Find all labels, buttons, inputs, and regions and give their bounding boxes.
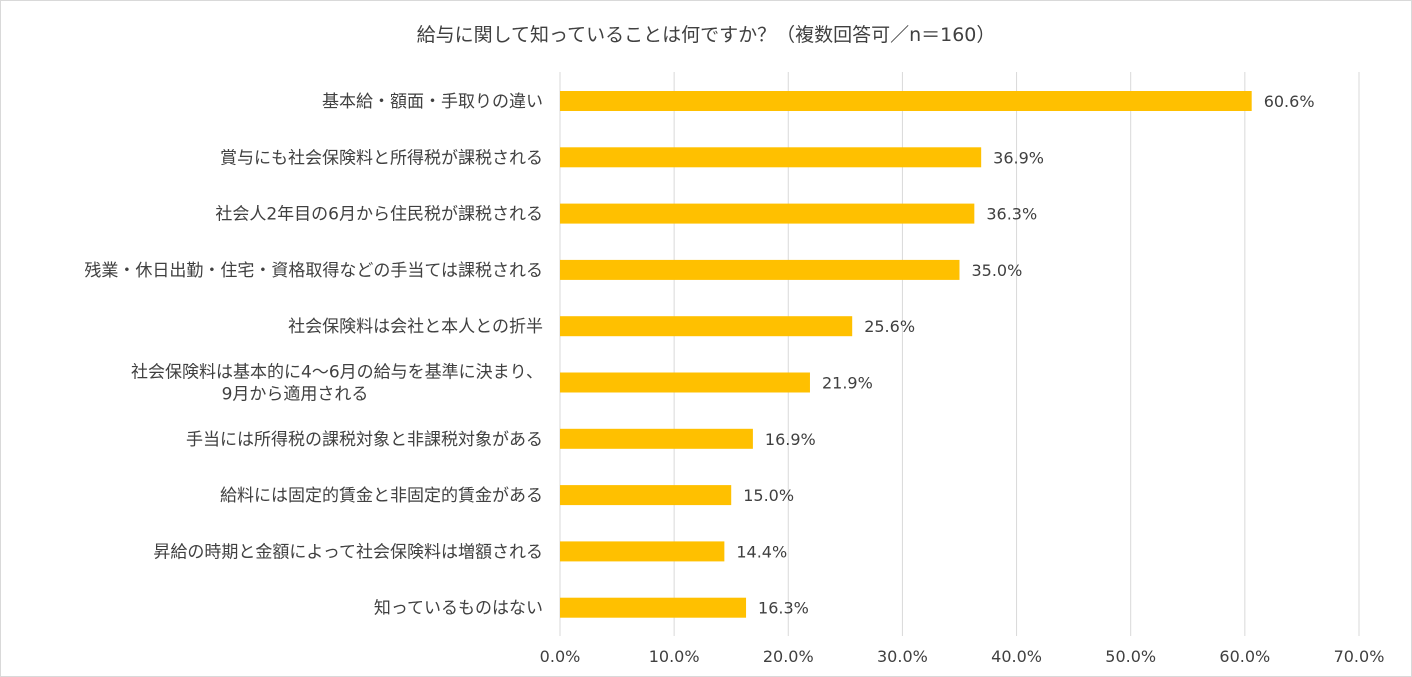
bar — [560, 372, 810, 393]
category-label: 社会保険料は会社と本人との折半 — [288, 317, 543, 337]
category-label: 基本給・額面・手取りの違い — [322, 92, 543, 112]
category-label: 社会人2年目の6月から住民税が課税される — [215, 205, 543, 225]
category-label: 知っているものはない — [374, 599, 543, 619]
x-tick-label: 40.0% — [991, 647, 1042, 666]
chart-title: 給与に関して知っていることは何ですか？（複数回答可／n＝160） — [416, 24, 996, 46]
category-label: 給料には固定的賃金と非固定的賃金がある — [220, 486, 543, 506]
bar — [560, 597, 747, 618]
x-tick-label: 20.0% — [763, 647, 814, 666]
bar — [560, 91, 1252, 111]
data-label: 21.9% — [822, 374, 873, 393]
bar — [560, 203, 975, 224]
x-tick-label: 30.0% — [877, 647, 928, 666]
bar — [560, 428, 753, 449]
category-label: 残業・休日出勤・住宅・資格取得などの手当ては課税される — [84, 261, 543, 281]
data-label: 35.0% — [971, 261, 1022, 280]
data-label: 14.4% — [736, 542, 787, 561]
bar — [560, 259, 960, 280]
bar — [560, 485, 732, 506]
x-tick-label: 10.0% — [649, 647, 700, 666]
category-label: 9月から適用される — [222, 385, 369, 405]
data-label: 15.0% — [743, 486, 794, 505]
data-label: 60.6% — [1264, 92, 1315, 111]
data-label: 36.9% — [993, 148, 1044, 167]
category-label: 手当には所得税の課税対象と非課税対象がある — [186, 430, 543, 450]
data-label: 16.3% — [758, 599, 809, 618]
data-label: 36.3% — [986, 205, 1037, 224]
bar — [560, 541, 725, 562]
x-tick-label: 0.0% — [540, 647, 581, 666]
category-label: 昇給の時期と金額によって社会保険料は増額される — [153, 542, 543, 562]
bar — [560, 316, 853, 337]
category-label: 賞与にも社会保険料と所得税が課税される — [220, 148, 543, 168]
x-tick-label: 70.0% — [1334, 647, 1385, 666]
x-tick-label: 50.0% — [1105, 647, 1156, 666]
data-label: 16.9% — [765, 430, 816, 449]
x-tick-label: 60.0% — [1219, 647, 1270, 666]
data-label: 25.6% — [864, 317, 915, 336]
category-label: 社会保険料は基本的に4～6月の給与を基準に決まり、 — [131, 363, 543, 383]
bar — [560, 147, 982, 168]
